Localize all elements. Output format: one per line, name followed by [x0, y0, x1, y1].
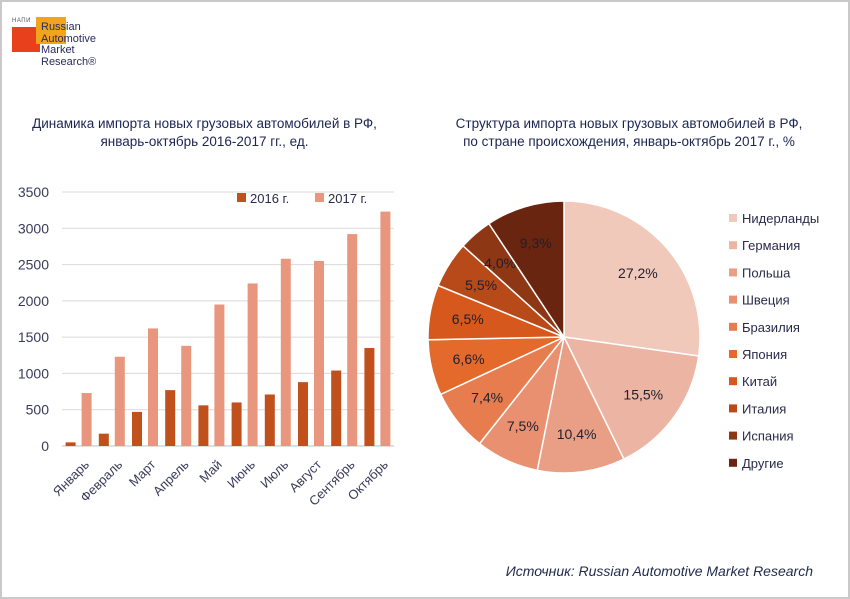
y-tick-label: 3500 — [18, 184, 49, 200]
pie-legend-swatch — [729, 431, 737, 440]
y-tick-label: 2500 — [18, 257, 49, 273]
pie-legend-label: Китай — [742, 374, 777, 389]
pie-slice — [562, 336, 700, 461]
bar-2017 — [81, 393, 92, 446]
logo-wordmark: Russian Automotive Market Research® — [41, 21, 97, 68]
pie-value-label: 7,5% — [507, 418, 539, 434]
bar-2017 — [214, 304, 225, 446]
logo-red-square — [12, 27, 40, 52]
x-tick-label: Июнь — [224, 457, 258, 491]
bar-2016 — [132, 411, 142, 446]
pie-legend-label: Япония — [742, 347, 787, 362]
bar-2016 — [98, 433, 109, 446]
logo-line-1: Russian — [41, 21, 81, 33]
bar-2016 — [298, 382, 308, 446]
pie-legend-swatch — [729, 350, 737, 358]
bar-chart-title: Динамика импорта новых грузовых автомоби… — [12, 115, 397, 151]
pie-slice — [487, 200, 565, 340]
pie-legend-swatch — [729, 322, 737, 331]
pie-value-label: 4,0% — [484, 255, 516, 271]
legend-swatch — [237, 193, 246, 202]
bar-2016 — [65, 442, 76, 446]
bar-chart-title-line-2: январь-октябрь 2016-2017 гг., ед. — [100, 134, 309, 149]
pie-chart: 27,2% 15,5% 10,4% 7,5%7,4% 6,6% 6,5% 5,5% 4,0%9… — [427, 200, 819, 474]
pie-legend-label: Нидерланды — [742, 211, 819, 226]
bar-2016 — [264, 394, 275, 446]
pie-legend-label: Италия — [742, 401, 786, 416]
pie-legend-label: Германия — [742, 238, 800, 253]
logo-line-3: Market — [41, 44, 75, 56]
y-tick-label: 0 — [41, 438, 49, 454]
legend-label: 2016 г. — [250, 191, 289, 206]
bar-2017 — [314, 260, 324, 446]
pie-legend-label: Бразилия — [742, 320, 800, 335]
logo-small-text: НАПИ — [12, 18, 31, 24]
bar-chart-title-line-1: Динамика импорта новых грузовых автомоби… — [32, 116, 377, 131]
pie-legend-swatch — [729, 214, 737, 222]
bar-2017 — [114, 356, 125, 446]
bar-2017 — [181, 345, 192, 446]
legend-swatch — [315, 193, 324, 202]
pie-legend-label: Другие — [742, 456, 784, 471]
pie-legend-swatch — [729, 404, 737, 413]
pie-value-label: 10,4% — [557, 426, 597, 442]
pie-value-label: 6,5% — [452, 311, 484, 327]
pie-legend-swatch — [729, 241, 737, 250]
pie-value-label: 6,6% — [453, 351, 485, 367]
bar-2017 — [380, 211, 391, 446]
pie-legend-swatch — [729, 295, 737, 304]
pie-value-label: 5,5% — [465, 277, 497, 293]
pie-value-label: 9,3% — [520, 235, 552, 251]
pie-legend-label: Польша — [742, 265, 791, 280]
source-note: Источник: Russian Automotive Market Rese… — [505, 563, 813, 579]
y-tick-label: 2000 — [18, 293, 49, 309]
pie-chart-title-line-1: Структура импорта новых грузовых автомоб… — [455, 116, 803, 131]
logo-line-4: Research® — [41, 55, 97, 68]
brand-logo: НАПИ Russian Automotive Market Research® — [12, 10, 122, 90]
pie-chart-title: Структура импорта новых грузовых автомоб… — [434, 115, 824, 151]
pie-value-label: 15,5% — [623, 386, 663, 402]
pie-chart-title-line-2: по стране происхождения, январь-октябрь … — [463, 134, 795, 149]
y-tick-label: 3000 — [18, 220, 49, 236]
pie-value-label: 27,2% — [618, 265, 658, 281]
bar-2016 — [364, 348, 375, 446]
x-tick-label: Май — [196, 457, 225, 486]
bar-2017 — [148, 328, 158, 446]
y-tick-label: 1000 — [18, 365, 49, 381]
y-tick-label: 500 — [26, 402, 50, 418]
pie-legend-swatch — [729, 458, 737, 467]
pie-value-label: 7,4% — [471, 390, 503, 406]
x-tick-label: Апрель — [150, 457, 192, 499]
pie-legend-label: Швеция — [742, 293, 790, 308]
bar-2017 — [280, 258, 291, 446]
y-tick-label: 1500 — [18, 329, 49, 345]
bar-2016 — [165, 390, 176, 446]
bar-2017 — [347, 234, 358, 446]
pie-slice — [563, 200, 701, 357]
legend-label: 2017 г. — [328, 191, 367, 206]
bar-2016 — [198, 405, 209, 446]
bar-chart: 0500100015002000250030003500ЯнварьФеврал… — [18, 184, 394, 509]
pie-slice — [536, 334, 625, 474]
bar-2017 — [247, 283, 258, 446]
pie-legend-swatch — [729, 377, 737, 386]
logo-line-2: Automotive — [41, 32, 97, 45]
bar-2016 — [331, 370, 342, 446]
logo-orange-square — [36, 17, 66, 44]
pie-legend-swatch — [729, 268, 737, 277]
pie-legend-label: Испания — [742, 429, 794, 444]
bar-2016 — [231, 402, 242, 446]
